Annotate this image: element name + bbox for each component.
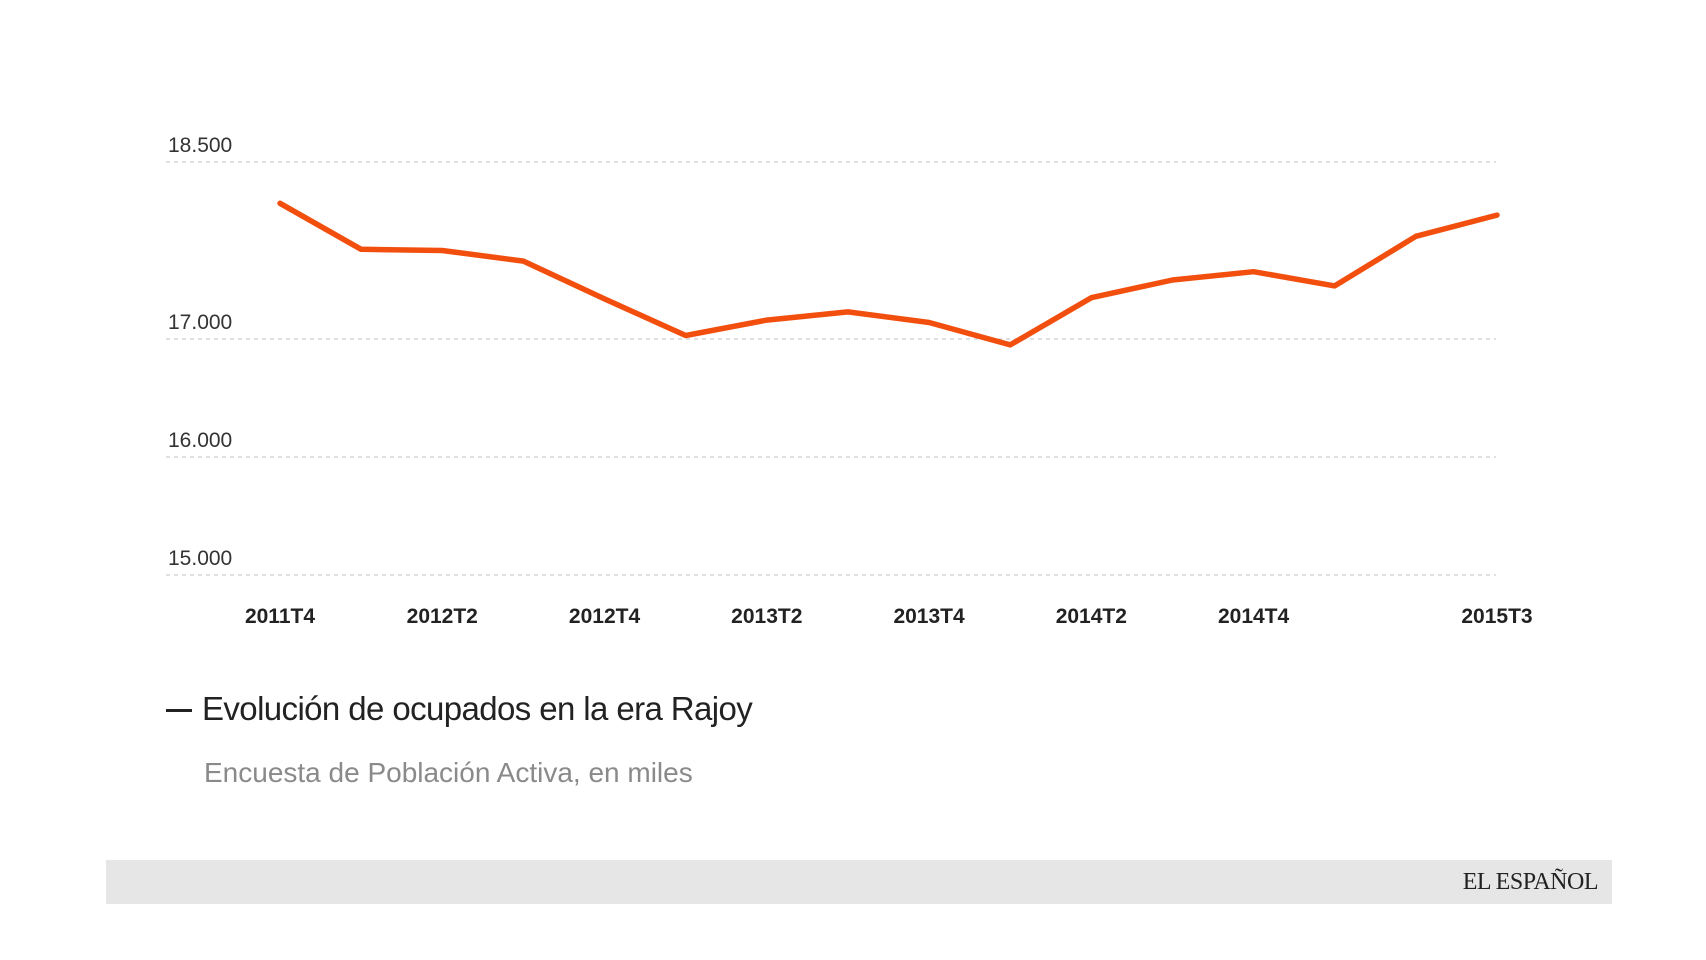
legend-title: Evolución de ocupados en la era Rajoy [166, 690, 753, 728]
x-tick-label: 2012T4 [569, 605, 641, 628]
y-tick-label: 15.000 [168, 547, 232, 570]
x-tick-label: 2014T2 [1056, 605, 1127, 628]
brand-logo: EL ESPAÑOL [1462, 869, 1599, 895]
footer-bar: EL ESPAÑOL [106, 860, 1612, 904]
legend-line-swatch [166, 708, 192, 712]
x-tick-label: 2013T4 [893, 605, 965, 628]
y-tick-label: 17.000 [168, 311, 232, 334]
x-tick-label: 2015T3 [1461, 605, 1532, 628]
y-tick-label: 16.000 [168, 429, 232, 452]
y-axis-ticks: 15.000 16.000 17.000 18.500 [168, 134, 232, 570]
y-tick-label: 18.500 [168, 134, 232, 157]
x-tick-label: 2014T4 [1218, 605, 1290, 628]
gridlines [166, 161, 1496, 576]
x-tick-label: 2012T2 [407, 605, 478, 628]
chart-title: Evolución de ocupados en la era Rajoy [202, 690, 753, 727]
x-axis-ticks: 2011T4 2012T2 2012T4 2013T2 2013T4 2014T2 2014… [245, 605, 1533, 628]
series-line-ocupados [277, 200, 1500, 348]
x-tick-label: 2011T4 [245, 605, 315, 628]
x-tick-label: 2013T2 [731, 605, 802, 628]
chart-subtitle: Encuesta de Población Activa, en miles [204, 757, 693, 788]
